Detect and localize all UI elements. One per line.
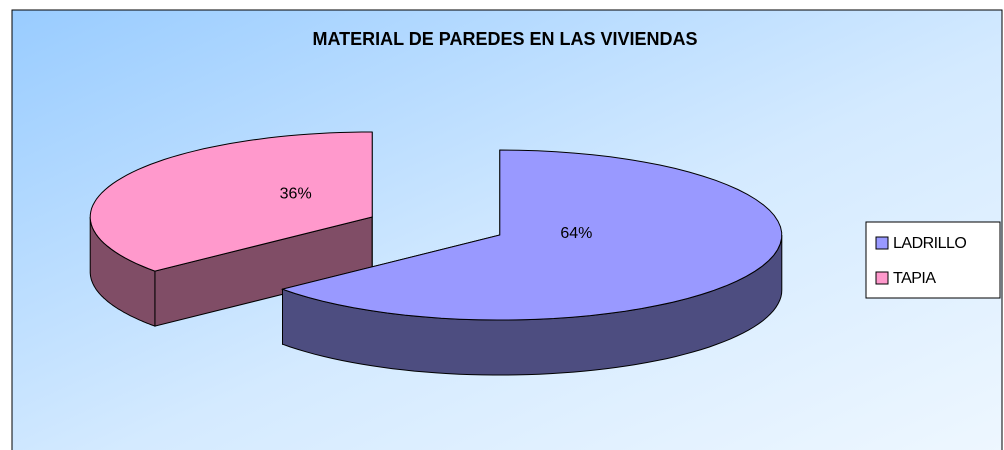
legend-swatch	[875, 271, 889, 285]
data-label: 64%	[560, 225, 592, 242]
legend-box	[865, 221, 1001, 299]
chart-title: MATERIAL DE PAREDES EN LAS VIVIENDAS	[312, 29, 697, 49]
legend-swatch	[875, 236, 889, 250]
legend: LADRILLO TAPIA	[875, 235, 967, 287]
slice	[89, 131, 373, 272]
data-label: 36%	[280, 185, 312, 202]
legend-label: TAPIA	[893, 270, 936, 287]
slice	[280, 149, 783, 321]
pie: 36% 64%	[89, 131, 783, 376]
legend-label: LADRILLO	[893, 235, 966, 252]
